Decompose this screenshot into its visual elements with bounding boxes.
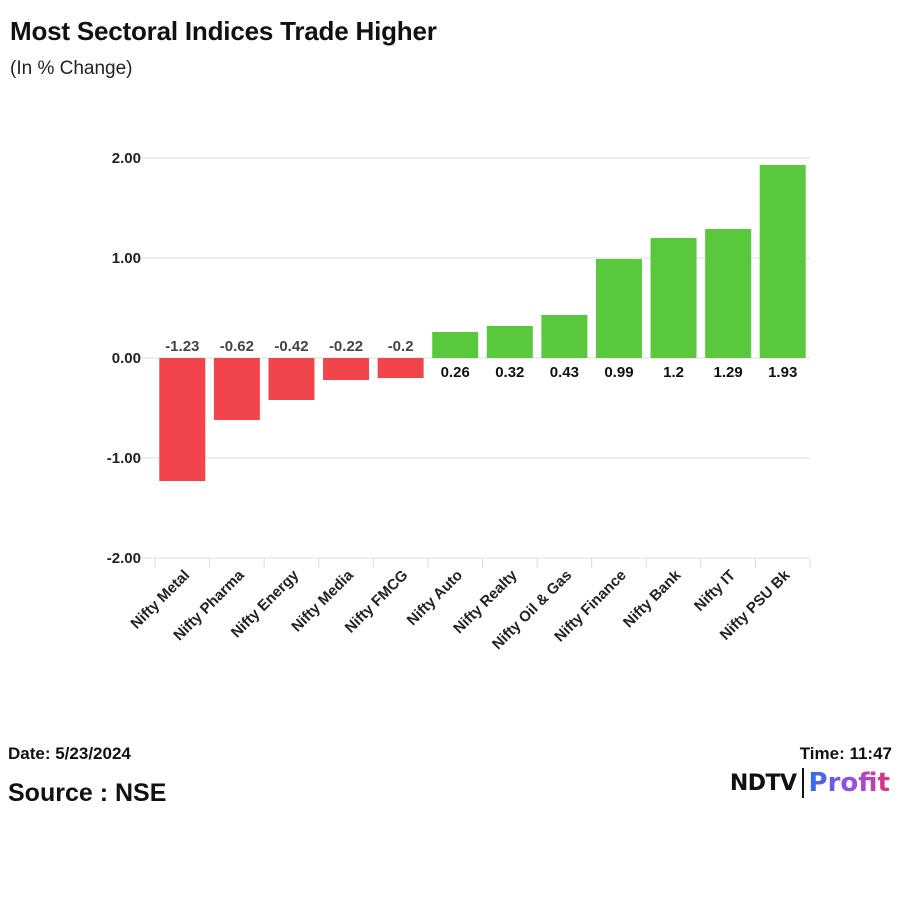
- bar: [268, 358, 315, 400]
- chart-subtitle: (In % Change): [10, 58, 133, 79]
- bar-value-label: -0.42: [274, 338, 308, 355]
- y-tick-label: -2.00: [107, 550, 141, 567]
- bar: [595, 259, 642, 358]
- bar-value-label: -1.23: [165, 338, 199, 355]
- bar: [705, 229, 752, 358]
- y-tick-label: 2.00: [112, 150, 141, 167]
- logo-brand: NDTV: [729, 770, 797, 796]
- bar-value-label: 0.32: [495, 364, 524, 381]
- logo-divider: [801, 768, 804, 798]
- y-tick-label: -1.00: [107, 450, 141, 467]
- ndtv-profit-logo: NDTV Profit: [730, 766, 890, 800]
- bar-value-label: 1.29: [714, 364, 743, 381]
- time-label: Time: 11:47: [799, 744, 892, 763]
- bar-value-label: 1.2: [663, 364, 684, 381]
- y-tick-label: 0.00: [112, 350, 141, 367]
- bar-value-label: 0.99: [604, 364, 633, 381]
- y-tick-label: 1.00: [112, 250, 141, 267]
- bar: [486, 326, 533, 358]
- bar: [323, 358, 370, 380]
- bar-value-label: 0.26: [441, 364, 470, 381]
- bar-value-label: 1.93: [768, 364, 797, 381]
- date-label: Date: 5/23/2024: [8, 744, 131, 763]
- category-label: Nifty Bank: [620, 566, 685, 631]
- bar: [213, 358, 260, 420]
- bar: [541, 315, 588, 358]
- bar: [650, 238, 697, 358]
- bar: [159, 358, 206, 481]
- chart-title: Most Sectoral Indices Trade Higher: [10, 16, 437, 46]
- bar: [432, 332, 479, 358]
- source-label: Source : NSE: [8, 779, 167, 807]
- bar-value-label: -0.62: [220, 338, 254, 355]
- category-label: Nifty IT: [691, 567, 739, 615]
- bar-value-label: -0.2: [388, 338, 414, 355]
- logo-product: Profit: [808, 768, 890, 798]
- bar: [759, 165, 806, 358]
- bar-value-label: -0.22: [329, 338, 363, 355]
- bar: [377, 358, 424, 378]
- bar-value-label: 0.43: [550, 364, 579, 381]
